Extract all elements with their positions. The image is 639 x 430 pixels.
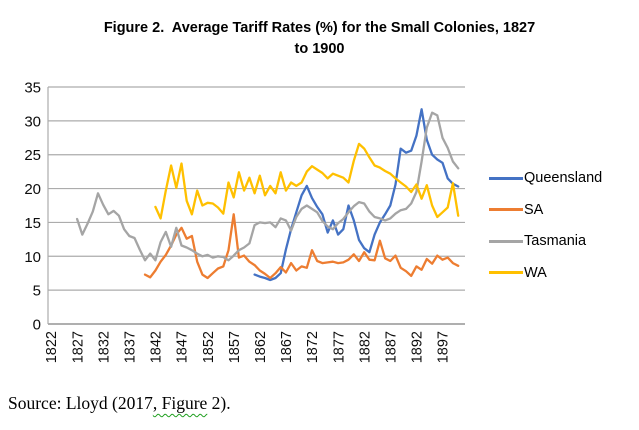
source-text-prefix: Source: Lloyd (2017 <box>8 393 153 413</box>
y-tick-label: 10 <box>24 249 41 266</box>
y-tick-label: 35 <box>24 80 41 97</box>
legend-item-wa: WA <box>489 258 547 288</box>
x-tick-label: 1842 <box>149 331 165 363</box>
legend-swatch-tasmania <box>489 239 523 243</box>
x-tick-label: 1837 <box>123 331 139 363</box>
tariff-line-chart: 0 5 10 15 20 25 30 35 1822 1827 1832 1837 1842 1847 18… <box>24 80 465 363</box>
y-tick-label: 0 <box>33 317 41 334</box>
legend-swatch-sa <box>489 208 523 211</box>
x-tick-label: 1862 <box>253 331 269 363</box>
legend-swatch-wa <box>489 271 523 274</box>
legend-label-sa: SA <box>524 201 544 218</box>
legend-item-sa: SA <box>489 195 543 225</box>
x-tick-label: 1867 <box>279 331 295 363</box>
x-tick-label: 1887 <box>384 331 400 363</box>
figure-border <box>7 8 632 381</box>
x-tick-label: 1892 <box>410 331 426 363</box>
y-tick-label: 25 <box>24 147 41 164</box>
y-tick-label: 30 <box>24 113 41 130</box>
legend-item-queensland: Queensland <box>489 163 602 193</box>
chart-title-line-2: to 1900 <box>294 41 345 57</box>
x-tick-label: 1832 <box>96 331 112 363</box>
x-tick-label: 1877 <box>331 331 347 363</box>
y-tick-label: 20 <box>24 181 41 198</box>
legend-label-wa: WA <box>524 264 547 281</box>
x-tick-label: 1882 <box>357 331 373 363</box>
x-tick-label: 1847 <box>175 331 191 363</box>
source-text-suffix: 2). <box>207 393 231 413</box>
series-line-sa <box>143 213 460 280</box>
y-tick-label: 15 <box>24 215 41 232</box>
legend-item-tasmania: Tasmania <box>489 226 586 256</box>
x-tick-label: 1822 <box>44 331 60 363</box>
series-line-queensland <box>253 108 460 282</box>
legend-swatch-queensland <box>489 176 523 180</box>
legend-label-tasmania: Tasmania <box>524 233 587 249</box>
x-tick-label: 1872 <box>305 331 321 363</box>
x-tick-label: 1852 <box>201 331 217 363</box>
source-citation: Source: Lloyd (2017, Figure 2). <box>8 393 231 414</box>
source-text-squiggled: , Figure <box>152 393 208 413</box>
x-tick-label: 1897 <box>436 331 452 363</box>
legend-label-queensland: Queensland <box>524 170 603 186</box>
series-line-wa <box>154 142 460 220</box>
x-tick-label: 1827 <box>70 331 86 363</box>
chart-title-line-1: Figure 2. Average Tariff Rates (%) for t… <box>103 20 536 36</box>
x-tick-label: 1857 <box>227 331 243 363</box>
y-tick-label: 5 <box>33 283 41 300</box>
series-line-tasmania <box>75 111 460 262</box>
